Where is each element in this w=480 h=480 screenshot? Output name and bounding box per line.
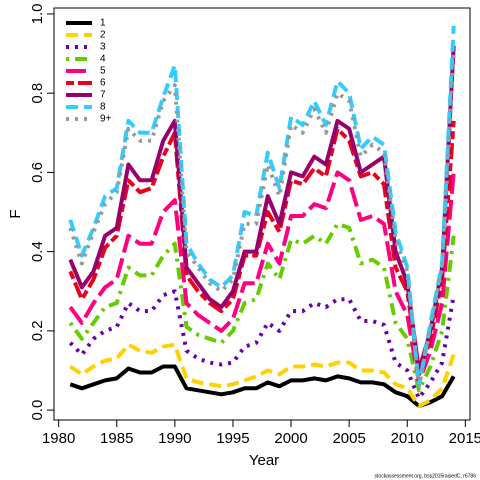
x-tick-label: 2005 xyxy=(332,430,365,447)
legend-label: 3 xyxy=(100,42,106,53)
x-tick-label: 2010 xyxy=(391,430,424,447)
x-tick-label: 1995 xyxy=(216,430,249,447)
y-tick-label: 0.8 xyxy=(29,83,46,104)
series-line xyxy=(68,120,456,377)
legend-label: 2 xyxy=(100,30,106,41)
series-line xyxy=(68,170,456,385)
y-tick-label: 0.0 xyxy=(29,400,46,421)
y-axis-label: F xyxy=(7,209,24,218)
x-tick-label: 2015 xyxy=(449,430,480,447)
y-tick-label: 0.2 xyxy=(29,320,46,341)
x-tick-label: 2000 xyxy=(274,430,307,447)
footer: stockassessment.org, bss2015raisedC, r67… xyxy=(375,473,477,479)
series-line xyxy=(68,45,456,373)
legend-label: 6 xyxy=(100,78,106,89)
series-line xyxy=(69,364,456,409)
series-line xyxy=(68,53,456,389)
x-tick-label: 1990 xyxy=(158,430,191,447)
x-axis-label: Year xyxy=(249,452,279,469)
y-tick-label: 0.4 xyxy=(29,241,46,262)
y-tick-label: 1.0 xyxy=(29,4,46,25)
legend-label: 4 xyxy=(100,54,106,65)
legend-label: 8 xyxy=(100,102,106,113)
x-tick-label: 1985 xyxy=(100,430,133,447)
y-tick-label: 0.6 xyxy=(29,162,46,183)
legend-label: 5 xyxy=(100,66,106,77)
x-tick-label: 1980 xyxy=(42,430,75,447)
series-line xyxy=(68,221,456,393)
legend-label: 7 xyxy=(100,90,106,101)
plot-frame xyxy=(53,7,471,421)
series-line xyxy=(69,342,456,409)
legend-label: 1 xyxy=(100,18,106,29)
legend-label: 9+ xyxy=(100,114,112,125)
series-line xyxy=(68,25,456,389)
